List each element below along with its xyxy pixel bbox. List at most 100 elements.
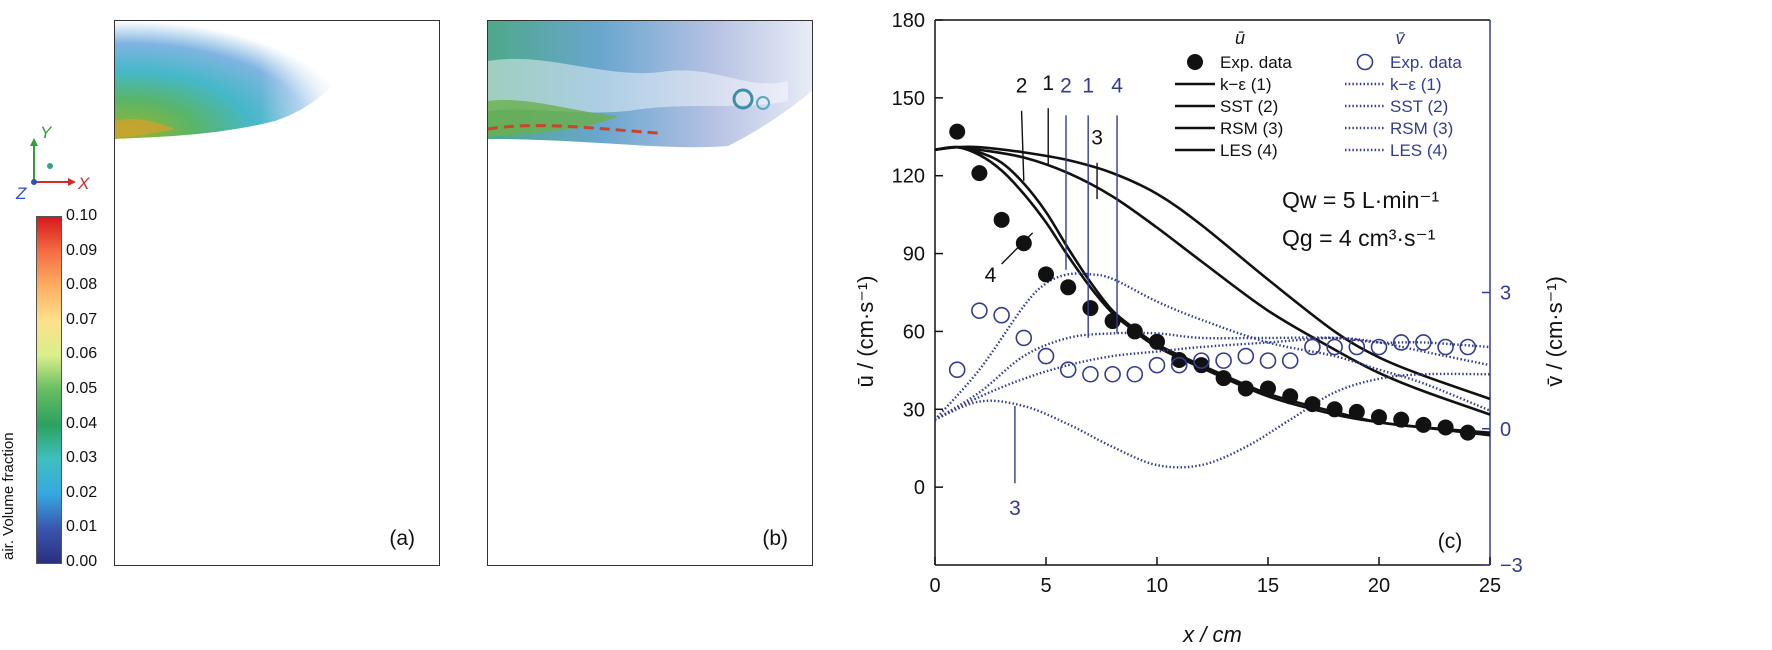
panel-b-contour: (b): [487, 20, 813, 566]
legend-u-label: RSM (3): [1220, 119, 1283, 138]
v-exp-point: [971, 302, 988, 319]
colorbar-tick-label: 0.03: [66, 449, 98, 467]
u-exp-point: [971, 165, 988, 182]
condition-text: Qw = 5 L·min⁻¹: [1282, 187, 1440, 213]
u-exp-point: [1415, 416, 1432, 433]
y-left-tick-label: 90: [903, 244, 925, 266]
v-exp-point: [1392, 334, 1410, 351]
v-exp-point: [1259, 352, 1277, 369]
v-curve-label: 1: [1082, 75, 1094, 98]
u-exp-point: [1193, 357, 1210, 374]
y-right-axis-label: v̄ / (cm·s⁻¹): [1542, 276, 1567, 387]
u-exp-point: [949, 123, 966, 140]
v-series-line-2: [934, 272, 1491, 421]
v-exp-point: [1059, 361, 1077, 379]
u-exp-point: [1459, 424, 1476, 441]
u-series-line-1: [934, 145, 1491, 416]
chart-c: 0 5 10 15 20 25 0 30 60 90 120 150 180 −3 0 3 x / cm ū / …: [853, 10, 1567, 647]
x-tick-label: 20: [1368, 575, 1390, 597]
legend-u-exp-label: Exp. data: [1220, 53, 1292, 72]
u-exp-point: [1104, 313, 1121, 330]
y-right-tick-label: 0: [1500, 419, 1511, 441]
v-exp-point: [948, 361, 966, 379]
x-tick-label: 0: [929, 575, 940, 597]
v-exp-point: [1437, 338, 1454, 356]
u-curve-label: 4: [985, 264, 997, 287]
u-curve-label: 1: [1042, 72, 1054, 95]
u-exp-point: [1171, 351, 1188, 368]
triad-z-label: Z: [15, 184, 27, 203]
panel-a-label: (a): [389, 527, 415, 550]
u-exp-point: [993, 211, 1010, 228]
panel-a-contour: (a): [114, 20, 440, 566]
u-curve-label: 2: [1016, 75, 1028, 98]
y-left-tick-label: 0: [914, 477, 925, 499]
u-curve-leader: [1001, 232, 1034, 265]
colorbar-tick-label: 0.02: [66, 483, 98, 501]
v-exp-point: [1015, 329, 1033, 347]
v-curve-label: 2: [1060, 75, 1072, 98]
v-series-line-3: [934, 372, 1491, 469]
u-exp-point: [1149, 333, 1165, 350]
legend-v-exp-label: Exp. data: [1390, 53, 1462, 72]
colorbar-label: air. Volume fraction: [0, 432, 17, 560]
legend-u-exp-marker: [1187, 54, 1203, 70]
panel-c-label: (c): [1438, 530, 1463, 553]
u-exp-point: [1304, 396, 1321, 413]
y-left-tick-label: 120: [892, 166, 925, 188]
legend-v-label: k−ε (1): [1390, 75, 1442, 94]
y-left-tick-label: 150: [892, 88, 925, 110]
colorbar-tick-label: 0.10: [66, 207, 98, 224]
v-exp-point: [1281, 352, 1299, 369]
x-tick-label: 15: [1257, 575, 1279, 597]
legend-v-exp-marker: [1356, 53, 1374, 71]
panel-b-label: (b): [762, 527, 788, 550]
axis-triad-icon: Y X Z: [15, 124, 90, 203]
v-exp-point: [1348, 338, 1366, 356]
u-exp-point: [1348, 403, 1365, 420]
v-exp-point: [1104, 365, 1121, 383]
u-exp-point: [1371, 409, 1387, 426]
u-exp-point: [1038, 266, 1054, 283]
v-exp-point: [1082, 365, 1099, 383]
triad-y-label: Y: [40, 124, 53, 142]
colorbar: [36, 216, 62, 564]
y-left-tick-label: 30: [903, 399, 925, 421]
u-exp-point: [1126, 323, 1143, 340]
v-exp-point: [1037, 347, 1055, 365]
v-exp-point: [1304, 338, 1321, 356]
condition-text: Qg = 4 cm³·s⁻¹: [1282, 225, 1436, 251]
v-exp-point: [1415, 334, 1432, 351]
colorbar-tick-label: 0.09: [66, 241, 98, 259]
x-tick-label: 10: [1146, 575, 1168, 597]
v-exp-point: [1215, 352, 1232, 369]
colorbar-tick-label: 0.01: [66, 518, 98, 536]
colorbar-tick-label: 0.05: [66, 380, 98, 397]
u-exp-point: [1237, 380, 1254, 397]
u-exp-point: [1215, 370, 1232, 387]
u-exp-point: [1260, 380, 1276, 397]
u-exp-point: [1393, 411, 1410, 428]
x-axis-label: x / cm: [1182, 622, 1242, 647]
legend-header-v: v̄: [1396, 28, 1406, 48]
colorbar-tick-label: 0.04: [66, 414, 98, 432]
v-exp-point: [1170, 356, 1188, 374]
v-curve-label: 4: [1111, 75, 1123, 98]
y-right-tick-label: −3: [1500, 555, 1523, 577]
legend-v-label: SST (2): [1390, 97, 1448, 116]
legend-u-label: LES (4): [1220, 141, 1278, 160]
colorbar-tick-label: 0.07: [66, 310, 98, 328]
y-left-axis-label: ū / (cm·s⁻¹): [853, 276, 878, 388]
u-exp-point: [1015, 235, 1032, 252]
colorbar-tick-label: 0.06: [66, 345, 98, 363]
v-exp-point: [1326, 338, 1343, 356]
v-exp-point: [1370, 338, 1388, 356]
legend-v-label: LES (4): [1390, 141, 1448, 160]
u-exp-point: [1437, 419, 1454, 436]
v-curve-label: 3: [1009, 497, 1021, 520]
u-series-line-3: [934, 145, 1491, 401]
legend-u-label: SST (2): [1220, 97, 1278, 116]
u-exp-point: [1326, 401, 1343, 418]
y-right-tick-label: 3: [1500, 283, 1511, 305]
panel-a-field: [115, 21, 357, 139]
